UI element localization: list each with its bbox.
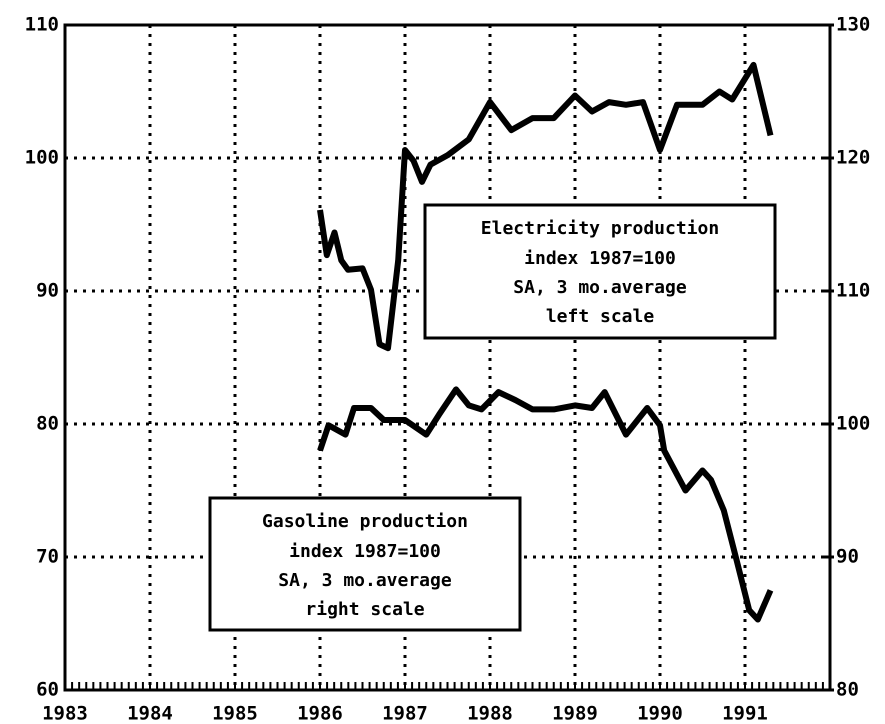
- x-tick-label: 1991: [722, 703, 768, 724]
- y-tick-label: 60: [36, 679, 59, 701]
- y2-tick-label: 90: [836, 546, 859, 568]
- legend-box: Electricity production index 1987=100 SA, …: [423, 203, 777, 340]
- legend-frame: [208, 496, 522, 632]
- x-tick-label: 1987: [382, 703, 428, 724]
- x-tick-label: 1989: [552, 703, 598, 724]
- x-tick-label: 1990: [637, 703, 683, 724]
- legend-title: Gasoline production: [262, 511, 468, 532]
- x-tick-label: 1984: [127, 703, 173, 724]
- legend-line: right scale: [305, 599, 424, 620]
- y2-tick-label: 130: [836, 14, 870, 36]
- y2-tick-label: 100: [836, 413, 870, 435]
- y-tick-label: 110: [25, 14, 59, 36]
- y2-tick-label: 110: [836, 280, 870, 302]
- x-tick-label: 1986: [297, 703, 343, 724]
- series-line: [317, 61, 774, 352]
- y-tick-label: 70: [36, 546, 59, 568]
- legend-line: SA, 3 mo.average: [513, 277, 687, 298]
- series-line: [317, 386, 774, 623]
- y-tick-label: 90: [36, 280, 59, 302]
- x-tick-label: 1985: [212, 703, 258, 724]
- y-tick-label: 100: [25, 147, 59, 169]
- legend-title: Electricity production: [481, 218, 719, 239]
- y2-tick-label: 120: [836, 147, 870, 169]
- legend-line: index 1987=100: [289, 541, 441, 562]
- legend-line: SA, 3 mo.average: [278, 570, 452, 591]
- legend-frame: [423, 203, 777, 340]
- legend-line: index 1987=100: [524, 248, 676, 269]
- y2-tick-label: 80: [836, 679, 859, 701]
- plot-frame: [63, 23, 832, 692]
- y-tick-label: 80: [36, 413, 59, 435]
- legend-box: Gasoline production index 1987=100 SA, 3 m…: [208, 496, 522, 632]
- x-tick-label: 1988: [467, 703, 513, 724]
- legend-line: left scale: [546, 306, 655, 327]
- x-tick-label: 1983: [42, 703, 88, 724]
